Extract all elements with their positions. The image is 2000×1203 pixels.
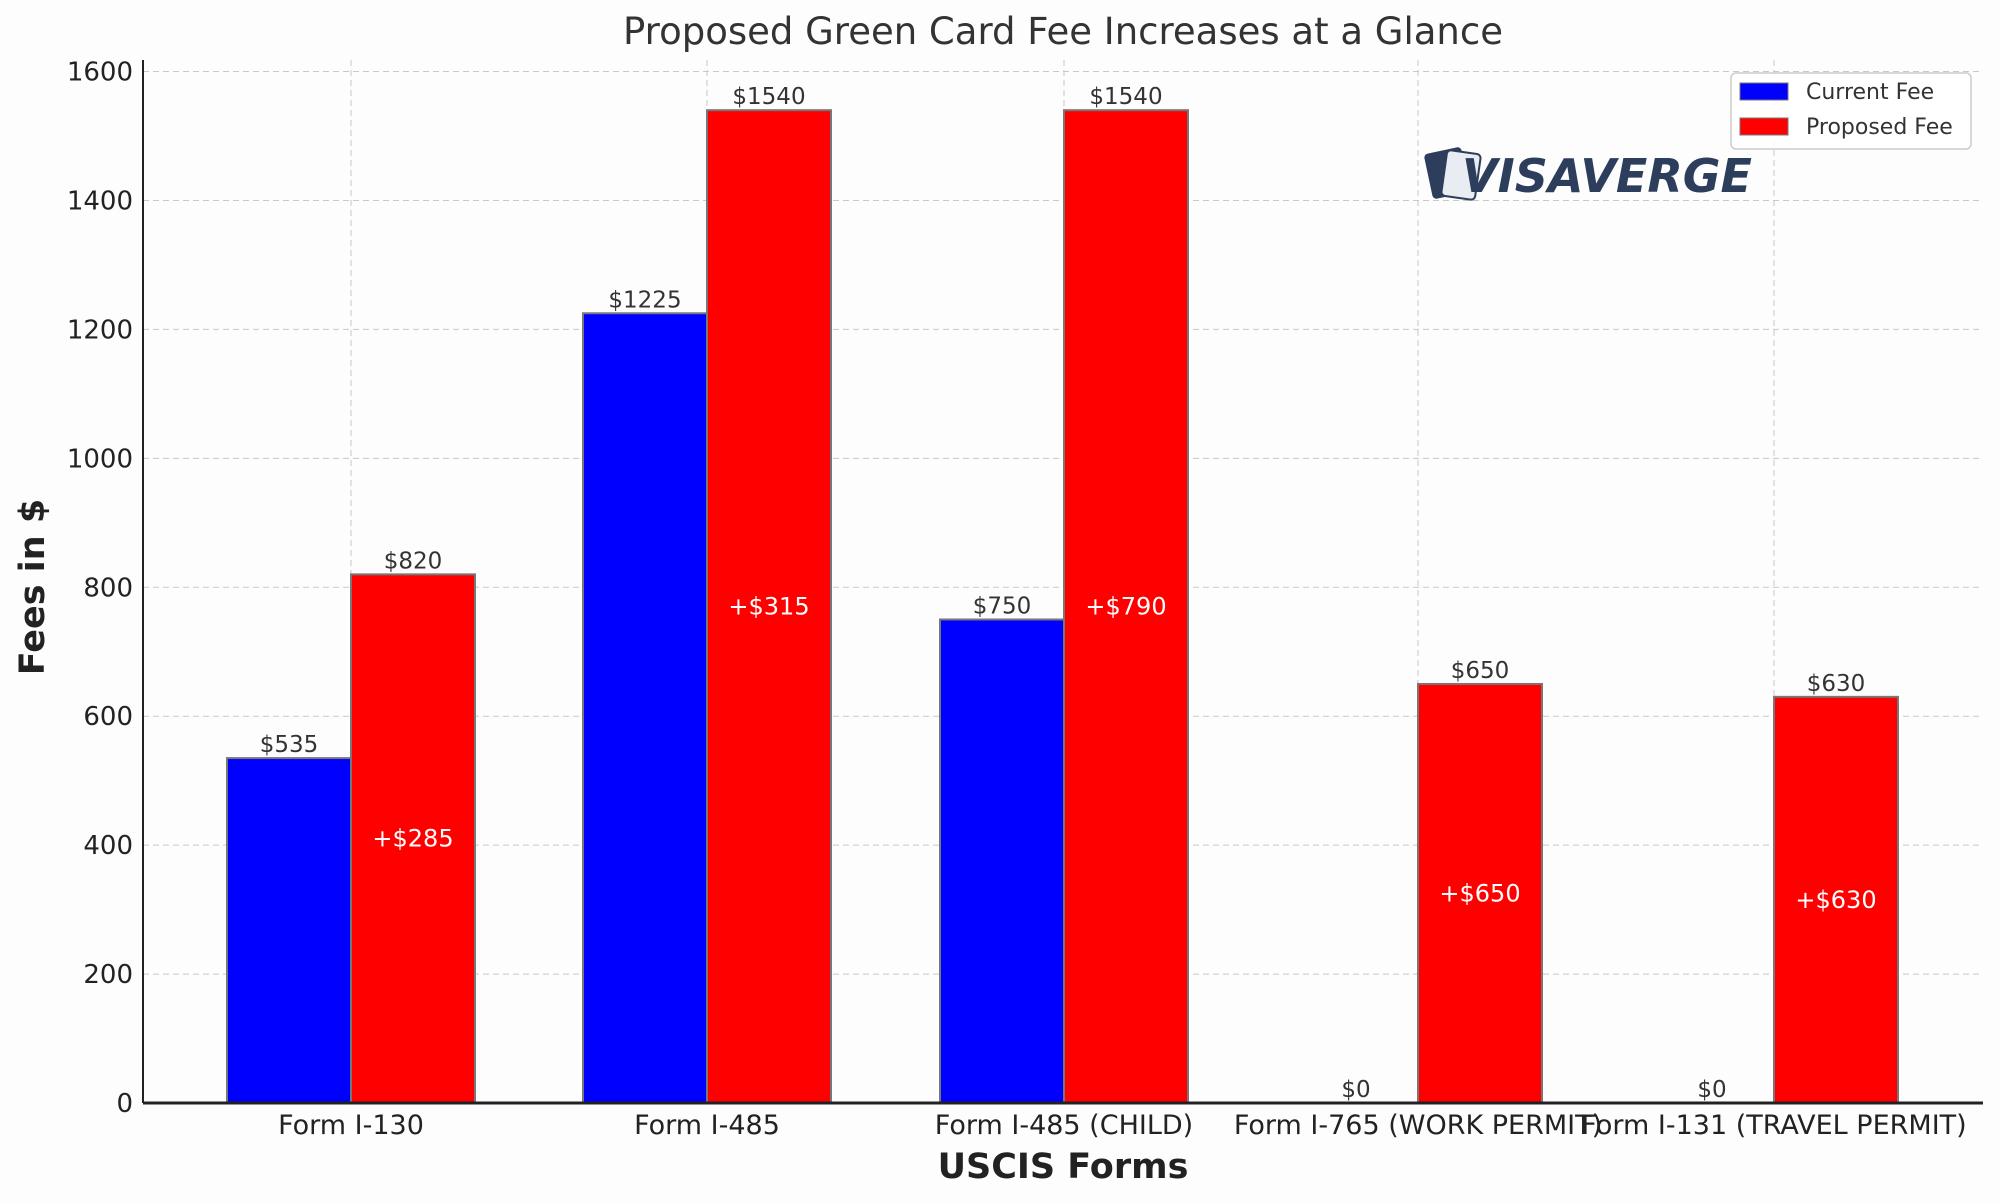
y-tick-label: 1400 xyxy=(67,186,133,216)
y-tick-label: 600 xyxy=(83,702,133,732)
bar-value-label: $0 xyxy=(1341,1077,1370,1103)
current-fee-bar xyxy=(226,757,352,1104)
y-tick-label: 1200 xyxy=(67,315,133,345)
legend-label-proposed: Proposed Fee xyxy=(1806,115,1953,140)
increase-annotation: +$650 xyxy=(1439,879,1520,907)
y-axis-label: Fees in $ xyxy=(13,499,53,675)
bar-value-label: $1540 xyxy=(1089,84,1162,110)
increase-annotation: +$315 xyxy=(728,593,809,621)
bar-value-label: $820 xyxy=(384,548,443,574)
bar-value-label: $750 xyxy=(973,593,1032,619)
proposed-fee-bar xyxy=(1417,682,1543,1104)
x-tick-label: Form I-130 xyxy=(278,1110,424,1141)
bar-value-label: $535 xyxy=(260,732,319,758)
y-tick-label: 0 xyxy=(116,1089,133,1119)
y-tick-label: 1000 xyxy=(67,444,133,474)
legend-swatch-current xyxy=(1739,82,1789,101)
watermark-logo: VISAVERGE xyxy=(1424,147,1752,203)
proposed-fee-bar xyxy=(706,109,832,1104)
legend-label-current: Current Fee xyxy=(1806,80,1934,105)
x-tick-label: Form I-131 (TRAVEL PERMIT) xyxy=(1581,1110,1966,1141)
chart-title: Proposed Green Card Fee Increases at a G… xyxy=(623,10,1503,53)
increase-annotation: +$285 xyxy=(372,825,453,853)
legend-swatch-proposed xyxy=(1739,117,1789,136)
proposed-fee-bar xyxy=(1063,109,1189,1104)
bar-value-label: $0 xyxy=(1697,1077,1726,1103)
bar-value-label: $630 xyxy=(1807,671,1866,697)
x-tick-label: Form I-485 xyxy=(634,1110,780,1141)
x-tick-label: Form I-765 (WORK PERMIT) xyxy=(1234,1110,1602,1141)
x-tick-label: Form I-485 (CHILD) xyxy=(935,1110,1193,1141)
legend: Current Fee Proposed Fee xyxy=(1730,72,1972,150)
increase-annotation: +$630 xyxy=(1795,886,1876,914)
y-tick-label: 200 xyxy=(83,960,133,990)
y-tick-label: 400 xyxy=(83,831,133,861)
x-axis-label: USCIS Forms xyxy=(938,1147,1189,1187)
current-fee-bar xyxy=(582,312,708,1104)
bar-value-label: $1540 xyxy=(732,84,805,110)
increase-annotation: +$790 xyxy=(1085,593,1166,621)
current-fee-bar xyxy=(939,618,1065,1104)
y-tick-label: 1600 xyxy=(67,58,133,88)
bar-value-label: $1225 xyxy=(608,287,681,313)
y-tick-label: 800 xyxy=(83,573,133,603)
bar-value-label: $650 xyxy=(1451,658,1510,684)
watermark-text: VISAVERGE xyxy=(1462,149,1752,203)
proposed-fee-bar xyxy=(1773,695,1899,1104)
